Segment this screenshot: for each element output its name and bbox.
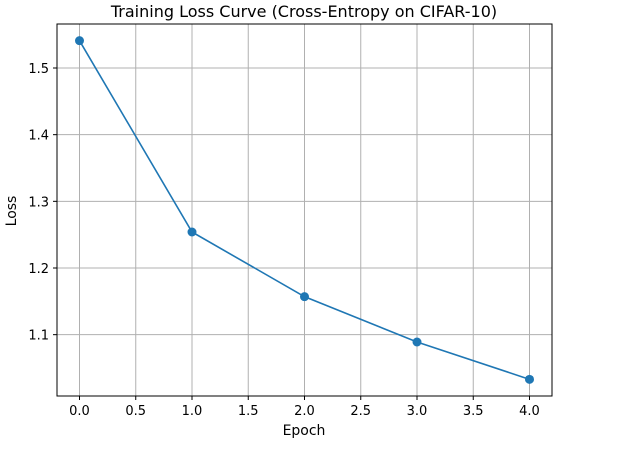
x-tick-label: 0.0 bbox=[69, 404, 90, 419]
y-tick-label: 1.4 bbox=[28, 129, 49, 144]
y-axis-label: Loss bbox=[4, 196, 20, 227]
y-tick-label: 1.2 bbox=[28, 262, 49, 277]
y-axis-ticks: 1.1 1.2 1.3 1.4 1.5 bbox=[28, 62, 57, 344]
x-tick-label: 1.0 bbox=[182, 404, 203, 419]
x-tick-label: 2.5 bbox=[350, 404, 371, 419]
x-tick-label: 1.5 bbox=[238, 404, 259, 419]
y-tick-label: 1.1 bbox=[28, 329, 49, 344]
x-tick-label: 2.0 bbox=[294, 404, 315, 419]
data-point bbox=[300, 292, 309, 302]
x-tick-label: 3.5 bbox=[463, 404, 484, 419]
x-axis-label: Epoch bbox=[283, 423, 326, 439]
y-tick-label: 1.5 bbox=[28, 62, 49, 77]
data-point bbox=[75, 36, 84, 46]
y-tick-label: 1.3 bbox=[28, 195, 49, 210]
x-tick-label: 4.0 bbox=[519, 404, 540, 419]
x-tick-label: 3.0 bbox=[407, 404, 428, 419]
data-point bbox=[412, 337, 422, 347]
data-point bbox=[187, 227, 197, 237]
series-loss bbox=[75, 36, 534, 384]
x-tick-label: 0.5 bbox=[125, 404, 146, 419]
data-point bbox=[525, 374, 534, 384]
grid bbox=[57, 24, 552, 396]
chart-title: Training Loss Curve (Cross-Entropy on CI… bbox=[110, 2, 497, 21]
x-axis-ticks: 0.0 0.5 1.0 1.5 2.0 2.5 3.0 3.5 4.0 bbox=[69, 396, 540, 419]
